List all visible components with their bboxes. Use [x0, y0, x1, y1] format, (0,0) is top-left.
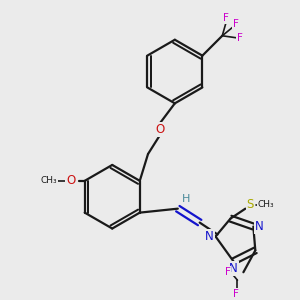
Text: F: F [223, 13, 229, 23]
Text: O: O [155, 123, 165, 136]
Text: CH₃: CH₃ [258, 200, 274, 209]
Text: methoxy: methoxy [54, 180, 60, 181]
Text: N: N [205, 230, 214, 243]
Text: S: S [247, 198, 254, 211]
Text: F: F [225, 267, 230, 277]
Text: F: F [232, 289, 238, 299]
Text: F: F [237, 33, 243, 43]
Text: N: N [229, 262, 238, 275]
Text: CH₃: CH₃ [40, 176, 57, 185]
Text: N: N [255, 220, 264, 233]
Text: H: H [182, 194, 190, 204]
Text: F: F [233, 19, 239, 29]
Text: O: O [66, 174, 75, 187]
